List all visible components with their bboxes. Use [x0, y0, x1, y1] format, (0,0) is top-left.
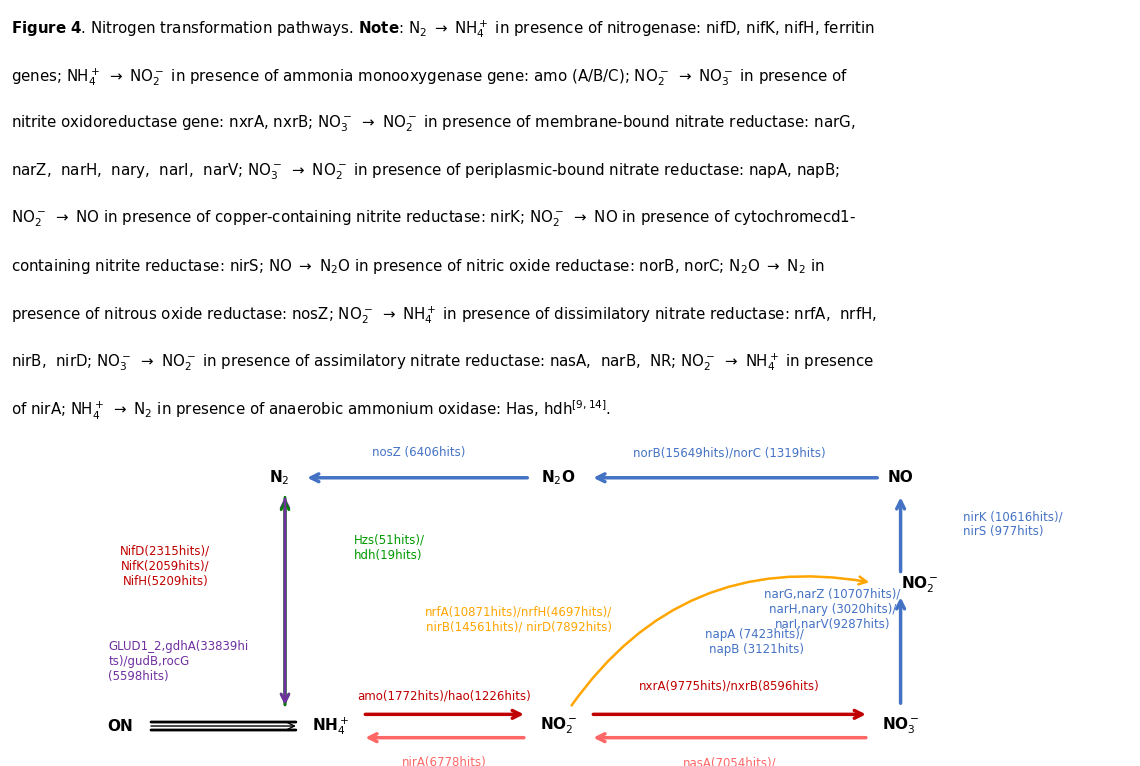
Text: nasA(7054hits)/
narB(2468hits)/NR(5571hits): nasA(7054hits)/ narB(2468hits)/NR(5571hi…	[644, 756, 815, 766]
Text: N$_2$O: N$_2$O	[542, 469, 576, 487]
Text: $\bf{Figure\ 4}$. Nitrogen transformation pathways. $\bf{Note}$: N$_2$ $\rightar: $\bf{Figure\ 4}$. Nitrogen transformatio…	[11, 18, 876, 41]
Text: napA (7423hits)/
napB (3121hits): napA (7423hits)/ napB (3121hits)	[705, 628, 804, 656]
Text: NO$_2^-$: NO$_2^-$	[901, 574, 938, 594]
Text: norB(15649hits)/norC (1319hits): norB(15649hits)/norC (1319hits)	[634, 447, 825, 460]
Text: of nirA; NH$_4^+$ $\rightarrow$ N$_2$ in presence of anaerobic ammonium oxidase:: of nirA; NH$_4^+$ $\rightarrow$ N$_2$ in…	[11, 399, 611, 422]
Text: NO$_2^-$ $\rightarrow$ NO in presence of copper-containing nitrite reductase: ni: NO$_2^-$ $\rightarrow$ NO in presence of…	[11, 209, 856, 230]
Text: NO: NO	[888, 470, 913, 486]
Text: nitrite oxidoreductase gene: nxrA, nxrB; NO$_3^-$ $\rightarrow$ NO$_2^-$ in pres: nitrite oxidoreductase gene: nxrA, nxrB;…	[11, 114, 856, 134]
Text: nirB,  nirD; NO$_3^-$ $\rightarrow$ NO$_2^-$ in presence of assimilatory nitrate: nirB, nirD; NO$_3^-$ $\rightarrow$ NO$_2…	[11, 352, 874, 374]
Text: NifD(2315hits)/
NifK(2059hits)/
NifH(5209hits): NifD(2315hits)/ NifK(2059hits)/ NifH(520…	[120, 545, 211, 588]
Text: NO$_2^-$: NO$_2^-$	[539, 715, 578, 736]
Text: genes; NH$_4^+$ $\rightarrow$ NO$_2^-$ in presence of ammonia monooxygenase gene: genes; NH$_4^+$ $\rightarrow$ NO$_2^-$ i…	[11, 66, 849, 88]
Text: NO$_3^-$: NO$_3^-$	[881, 715, 920, 736]
Text: Hzs(51hits)/
hdh(19hits): Hzs(51hits)/ hdh(19hits)	[353, 534, 424, 561]
Text: nrfA(10871hits)/nrfH(4697hits)/
nirB(14561hits)/ nirD(7892hits): nrfA(10871hits)/nrfH(4697hits)/ nirB(145…	[425, 605, 612, 633]
Text: presence of nitrous oxide reductase: nosZ; NO$_2^-$ $\rightarrow$ NH$_4^+$ in pr: presence of nitrous oxide reductase: nos…	[11, 304, 878, 326]
Text: narG,narZ (10707hits)/
narH,nary (3020hits)/
narI,narV(9287hits): narG,narZ (10707hits)/ narH,nary (3020hi…	[764, 588, 901, 631]
Text: N$_2$: N$_2$	[269, 469, 290, 487]
Text: ON: ON	[107, 719, 132, 734]
Text: nosZ (6406hits): nosZ (6406hits)	[373, 447, 465, 460]
Text: NH$_4^+$: NH$_4^+$	[312, 715, 349, 737]
Text: GLUD1_2,gdhA(33839hi
ts)/gudB,rocG
(5598hits): GLUD1_2,gdhA(33839hi ts)/gudB,rocG (5598…	[108, 640, 249, 683]
Text: nirK (10616hits)/
nirS (977hits): nirK (10616hits)/ nirS (977hits)	[963, 510, 1062, 538]
Text: nxrA(9775hits)/nxrB(8596hits): nxrA(9775hits)/nxrB(8596hits)	[640, 679, 820, 692]
Text: nirA(6778hits): nirA(6778hits)	[402, 756, 487, 766]
Text: narZ,  narH,  nary,  narI,  narV; NO$_3^-$ $\rightarrow$ NO$_2^-$ in presence of: narZ, narH, nary, narI, narV; NO$_3^-$ $…	[11, 162, 840, 182]
Text: amo(1772hits)/hao(1226hits): amo(1772hits)/hao(1226hits)	[358, 689, 531, 702]
Text: containing nitrite reductase: nirS; NO $\rightarrow$ N$_2$O in presence of nitri: containing nitrite reductase: nirS; NO $…	[11, 257, 825, 276]
